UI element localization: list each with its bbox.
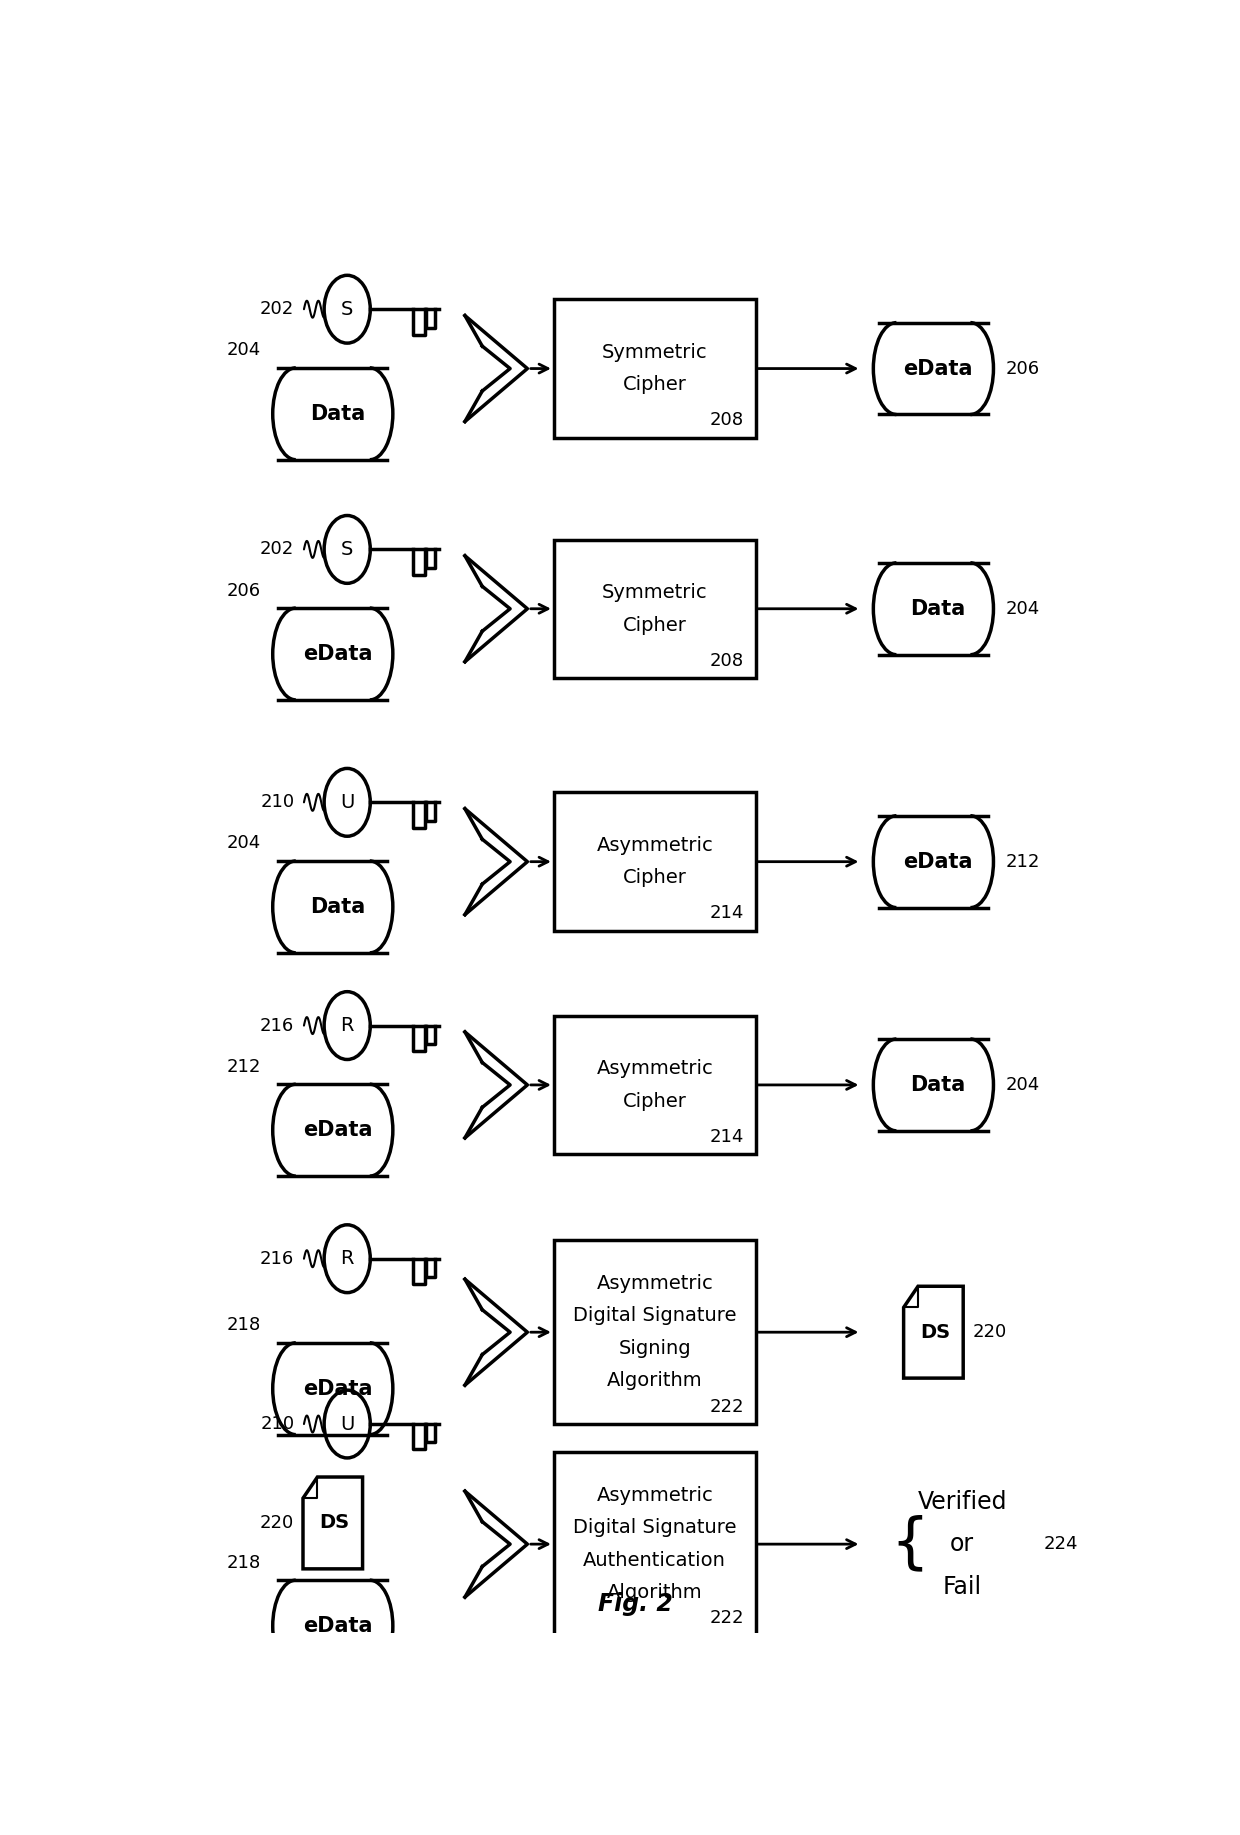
Text: 204: 204 (227, 835, 260, 853)
Text: 202: 202 (260, 541, 294, 558)
Text: Digital Signature: Digital Signature (573, 1518, 737, 1538)
Text: 210: 210 (260, 793, 294, 811)
Text: U: U (340, 1415, 355, 1433)
Text: S: S (341, 539, 353, 560)
Text: 218: 218 (227, 1554, 260, 1573)
Text: eData: eData (904, 851, 973, 872)
Bar (554, 793, 755, 930)
Text: 216: 216 (260, 1250, 294, 1268)
Text: Digital Signature: Digital Signature (573, 1307, 737, 1325)
Text: Algorithm: Algorithm (606, 1584, 703, 1602)
Text: Asymmetric: Asymmetric (596, 837, 713, 855)
Text: 204: 204 (227, 341, 260, 360)
Text: {: { (890, 1514, 929, 1574)
Text: 214: 214 (709, 1129, 744, 1145)
Text: R: R (341, 1250, 353, 1268)
Text: Cipher: Cipher (622, 1092, 687, 1110)
Text: R: R (341, 1017, 353, 1035)
Text: or: or (950, 1532, 975, 1556)
Text: 218: 218 (227, 1316, 260, 1334)
Text: Cipher: Cipher (622, 868, 687, 888)
Text: 202: 202 (260, 301, 294, 317)
Text: Asymmetric: Asymmetric (596, 1273, 713, 1294)
Text: Data: Data (310, 897, 366, 918)
Text: 206: 206 (1006, 360, 1039, 378)
Text: Symmetric: Symmetric (601, 584, 708, 602)
Text: Algorithm: Algorithm (606, 1371, 703, 1391)
Text: 220: 220 (259, 1514, 294, 1532)
Text: Data: Data (910, 1075, 966, 1095)
Text: 210: 210 (260, 1415, 294, 1433)
Text: DS: DS (920, 1323, 950, 1341)
Text: 222: 222 (709, 1609, 744, 1628)
Text: 208: 208 (711, 651, 744, 670)
Text: 222: 222 (709, 1398, 744, 1415)
Text: 204: 204 (1006, 600, 1039, 618)
Text: Asymmetric: Asymmetric (596, 1486, 713, 1505)
Text: 216: 216 (260, 1017, 294, 1035)
Text: 224: 224 (1044, 1536, 1079, 1552)
Text: U: U (340, 793, 355, 811)
Bar (554, 1017, 755, 1154)
Bar (554, 299, 755, 439)
Text: 212: 212 (227, 1057, 260, 1075)
Text: S: S (341, 299, 353, 319)
Text: 214: 214 (709, 905, 744, 923)
Text: Fig. 2: Fig. 2 (598, 1593, 673, 1617)
Text: DS: DS (320, 1514, 350, 1532)
Bar (554, 1240, 755, 1424)
Text: 206: 206 (227, 582, 260, 600)
Text: Fail: Fail (942, 1574, 982, 1598)
Text: Verified: Verified (918, 1490, 1007, 1514)
Text: Data: Data (910, 598, 966, 618)
Text: Symmetric: Symmetric (601, 343, 708, 361)
Text: Cipher: Cipher (622, 376, 687, 395)
Text: eData: eData (303, 1617, 372, 1637)
Text: Data: Data (310, 404, 366, 424)
Text: eData: eData (904, 358, 973, 378)
Text: eData: eData (303, 1378, 372, 1398)
Text: Asymmetric: Asymmetric (596, 1059, 713, 1079)
Bar (554, 1451, 755, 1637)
Text: eData: eData (303, 644, 372, 664)
Text: eData: eData (303, 1119, 372, 1140)
Text: 204: 204 (1006, 1075, 1039, 1094)
Text: 212: 212 (1006, 853, 1040, 870)
Text: Cipher: Cipher (622, 615, 687, 635)
Text: 208: 208 (711, 411, 744, 429)
Text: Signing: Signing (619, 1340, 691, 1358)
Bar (554, 539, 755, 677)
Text: Authentication: Authentication (583, 1551, 727, 1571)
Text: 220: 220 (973, 1323, 1007, 1341)
